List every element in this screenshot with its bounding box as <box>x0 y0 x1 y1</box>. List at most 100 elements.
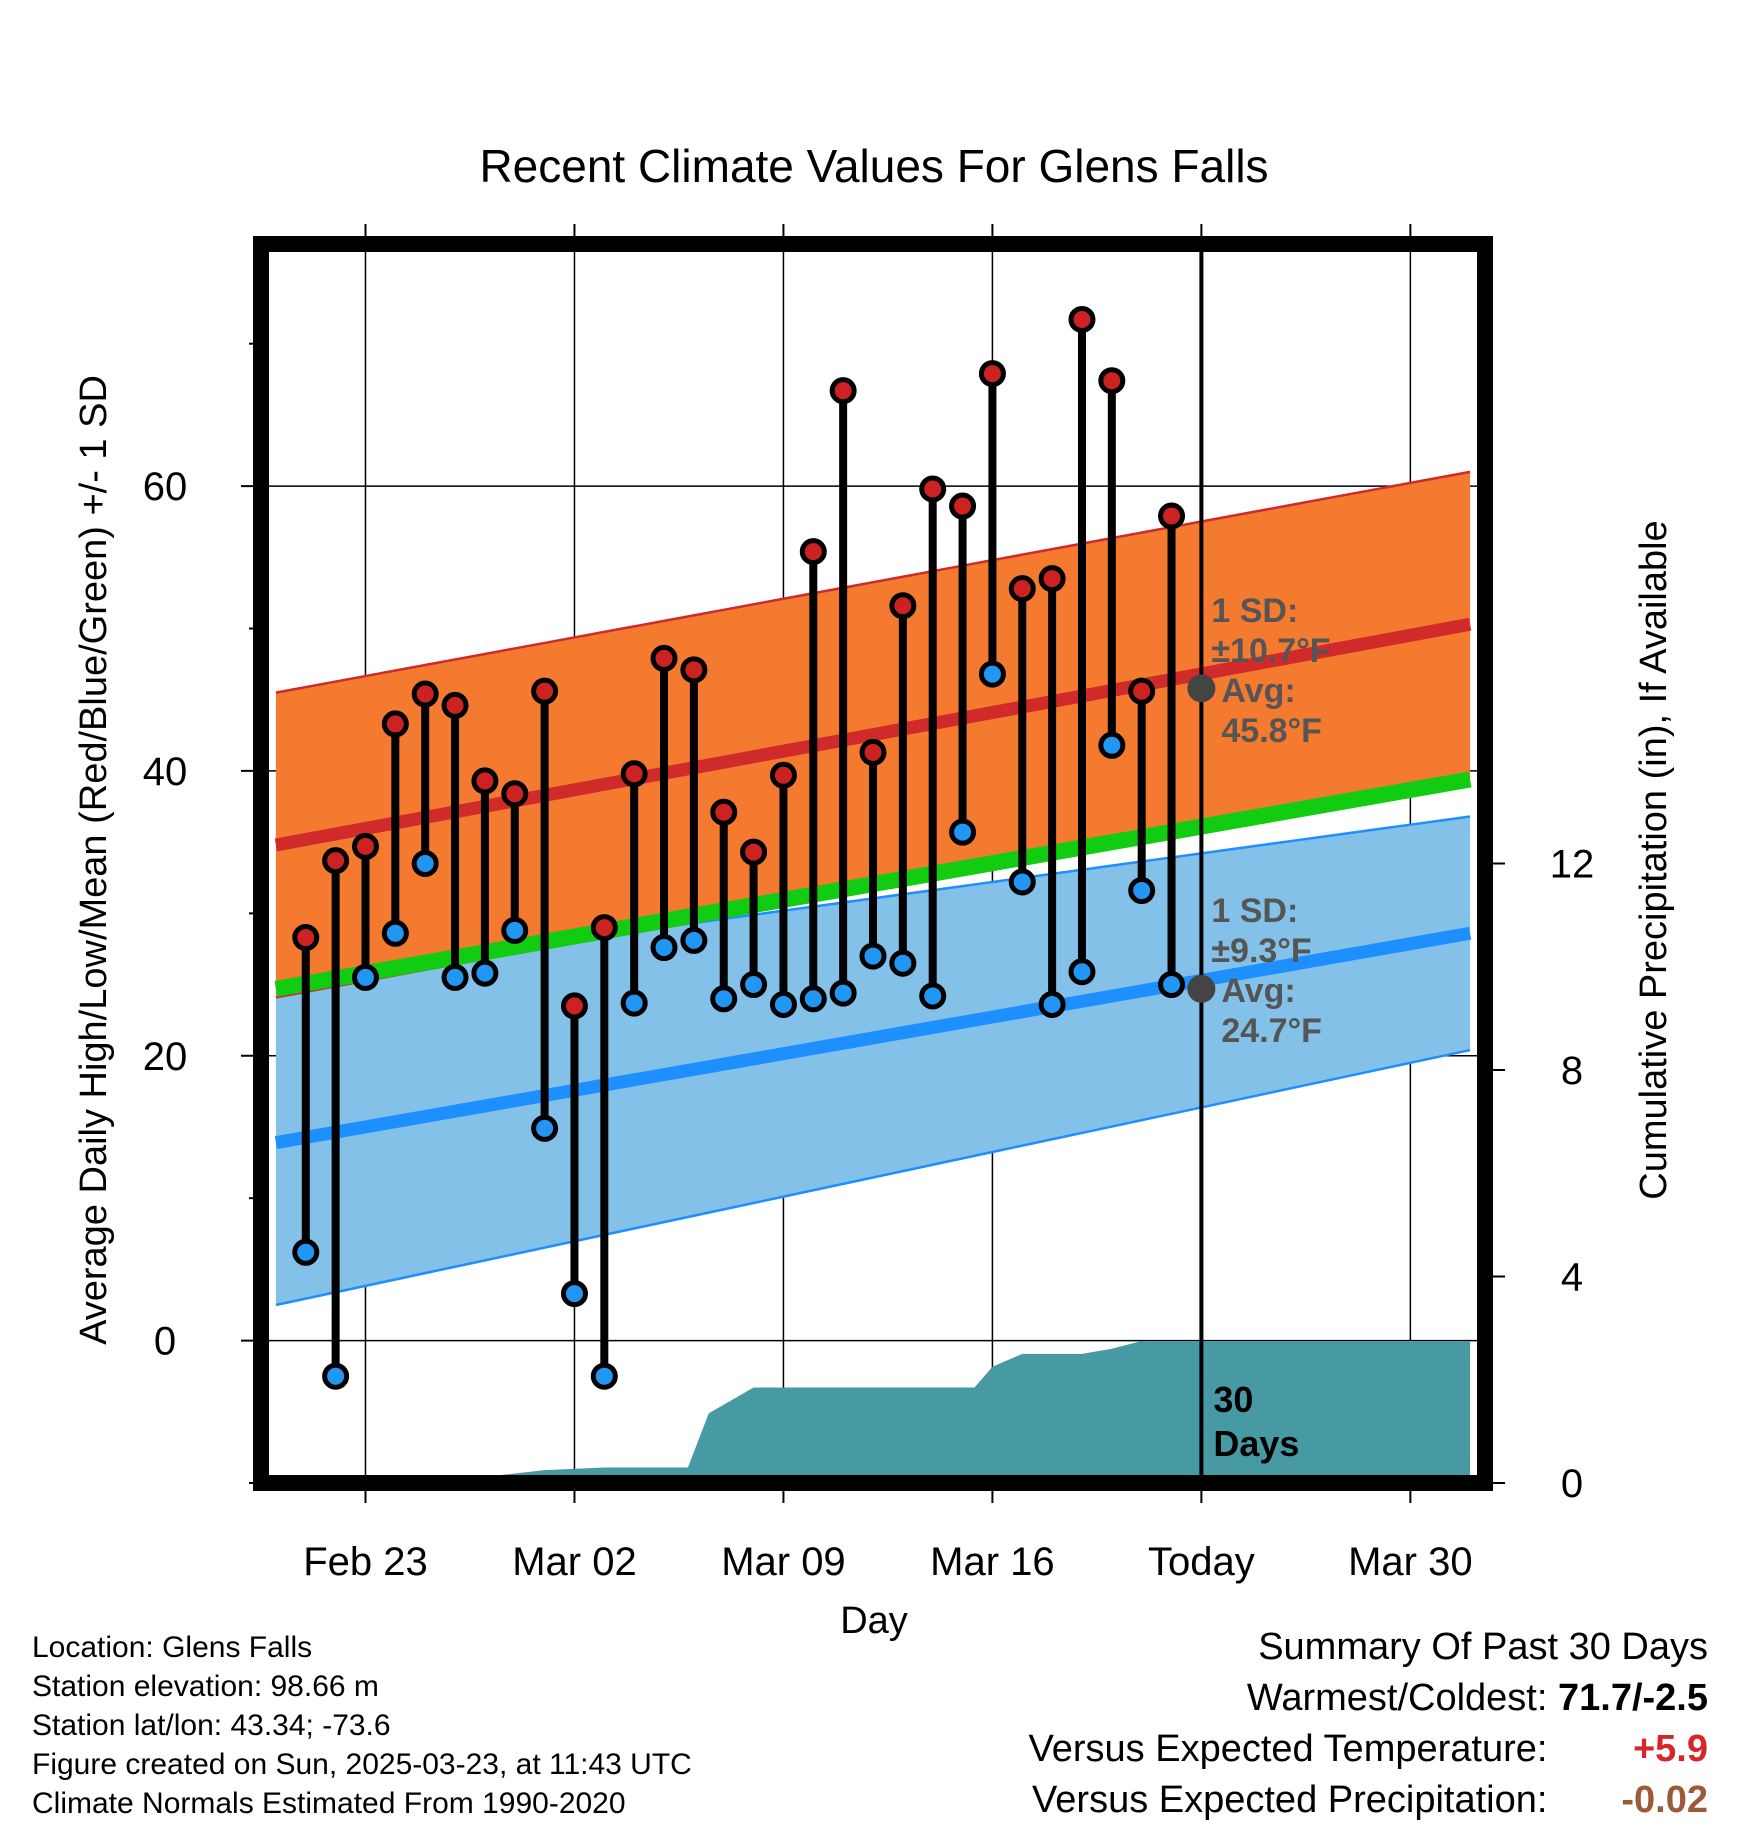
daily-high-point <box>590 914 618 942</box>
warmest-label: Warmest/Coldest: <box>1246 1677 1548 1719</box>
daily-low-point <box>1008 868 1036 896</box>
daily-low-point <box>1068 958 1096 986</box>
daily-high-point <box>351 832 379 860</box>
low-normal-annotation-text: 1 SD: <box>1211 892 1298 930</box>
y2-tick-label: 4 <box>1561 1256 1583 1300</box>
x-tick-label: Mar 02 <box>512 1540 637 1584</box>
daily-high-point <box>740 838 768 866</box>
x-tick-label: Today <box>1148 1540 1255 1584</box>
daily-high-point <box>501 780 529 808</box>
daily-high-point <box>949 492 977 520</box>
y-tick-label: 60 <box>143 465 188 509</box>
daily-low-point <box>411 850 439 877</box>
elevation-text: Station elevation: 98.66 m <box>32 1670 379 1703</box>
chart-title: Recent Climate Values For Glens Falls <box>479 140 1268 192</box>
high-normal-annotation-marker <box>1187 674 1216 703</box>
daily-low-point <box>381 919 409 947</box>
x-tick-label: Mar 30 <box>1348 1540 1473 1584</box>
daily-high-point <box>441 691 469 719</box>
latlon-text: Station lat/lon: 43.34; -73.6 <box>32 1709 391 1742</box>
normal-high-line <box>274 617 1472 852</box>
daily-low-point <box>740 971 768 999</box>
daily-high-point <box>859 738 887 766</box>
daily-high-point <box>710 798 738 826</box>
daily-low-point <box>620 989 648 1017</box>
daily-low-point <box>441 963 469 991</box>
high-normal-annotation-text: 1 SD: <box>1211 592 1298 630</box>
daily-low-point <box>680 926 708 954</box>
daily-low-point <box>949 818 977 846</box>
low-normal-annotation-text: ±9.3°F <box>1211 932 1311 970</box>
summary-warmest-row: Warmest/Coldest: 71.7/-2.5 <box>1029 1673 1708 1724</box>
daily-low-point <box>322 1362 350 1390</box>
daily-low-point <box>799 985 827 1013</box>
daily-low-point <box>889 949 917 977</box>
daily-high-point <box>1098 367 1126 395</box>
daily-low-point <box>710 985 738 1013</box>
temp-anomaly-value: +5.9 <box>1632 1728 1708 1770</box>
daily-high-point <box>829 377 857 405</box>
daily-high-point <box>889 592 917 620</box>
daily-low-point <box>1038 990 1066 1018</box>
low-normal-annotation-text: 24.7°F <box>1221 1012 1322 1050</box>
days-window-label: 30 <box>1213 1379 1253 1420</box>
daily-low-point <box>1098 731 1126 759</box>
high-band-edge <box>275 470 1471 694</box>
daily-high-point <box>411 680 439 708</box>
daily-low-point <box>859 942 887 970</box>
daily-high-point <box>620 760 648 788</box>
daily-high-point <box>769 761 797 789</box>
low-normal-annotation-text: Avg: <box>1221 972 1295 1010</box>
daily-high-point <box>322 847 350 875</box>
daily-high-point <box>680 656 708 684</box>
high-normal-annotation-text: Avg: <box>1221 672 1295 710</box>
daily-high-point <box>1008 575 1036 603</box>
daily-low-point <box>1128 877 1156 905</box>
daily-high-point <box>799 538 827 566</box>
daily-high-point <box>560 992 588 1020</box>
precip-anomaly-value: -0.02 <box>1621 1779 1708 1821</box>
y-tick-label: 0 <box>154 1320 176 1364</box>
daily-low-point <box>590 1362 618 1390</box>
daily-low-point <box>650 934 678 962</box>
daily-high-point <box>381 710 409 738</box>
summary-heading: Summary Of Past 30 Days <box>1258 1626 1708 1668</box>
high-normal-annotation-text: ±10.7°F <box>1211 632 1330 670</box>
daily-low-point <box>351 963 379 991</box>
daily-high-point <box>978 360 1006 388</box>
daily-low-point <box>292 1238 320 1266</box>
x-axis-label: Day <box>840 1600 908 1642</box>
daily-low-point <box>919 982 947 1010</box>
daily-high-point <box>1158 502 1186 530</box>
daily-low-point <box>531 1114 559 1142</box>
daily-high-point <box>650 644 678 672</box>
y2-tick-label: 0 <box>1561 1462 1583 1506</box>
daily-high-point <box>919 475 947 503</box>
daily-high-point <box>1128 677 1156 705</box>
y2-tick-label: 8 <box>1561 1049 1583 1093</box>
precip-anomaly-label: Versus Expected Precipitation: <box>1032 1779 1548 1821</box>
daily-low-point <box>829 979 857 1007</box>
location-text: Location: Glens Falls <box>32 1631 313 1664</box>
days-window-label: Days <box>1213 1423 1299 1464</box>
daily-high-point <box>1068 305 1096 333</box>
y-axis-label: Average Daily High/Low/Mean (Red/Blue/Gr… <box>73 375 115 1345</box>
axes: 0 20 40 60 0 4 8 12 Feb 23 Mar 02 Mar 09 Mar 16 Toda… <box>143 224 1594 1584</box>
y-tick-label: 20 <box>143 1035 188 1079</box>
x-tick-label: Feb 23 <box>303 1540 428 1584</box>
x-tick-label: Mar 16 <box>930 1540 1055 1584</box>
summary-panel: Summary Of Past 30 Days Warmest/Coldest:… <box>1029 1622 1708 1826</box>
summary-temp-row: Versus Expected Temperature: +5.9 <box>1029 1724 1708 1775</box>
daily-high-point <box>1038 565 1066 593</box>
x-tick-label: Mar 09 <box>721 1540 846 1584</box>
normal-low-line <box>274 926 1472 1150</box>
daily-high-point <box>471 767 499 795</box>
daily-low-point <box>1158 971 1186 999</box>
low-band-edge <box>275 1048 1471 1307</box>
daily-low-point <box>501 916 529 944</box>
created-text: Figure created on Sun, 2025-03-23, at 11… <box>32 1748 692 1781</box>
cumulative-precip-area <box>275 1341 1471 1483</box>
high-normal-annotation-text: 45.8°F <box>1221 712 1322 750</box>
